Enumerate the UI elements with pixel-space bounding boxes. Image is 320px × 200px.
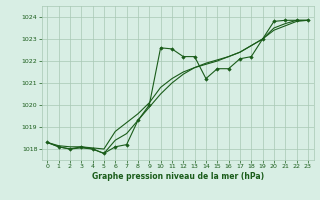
X-axis label: Graphe pression niveau de la mer (hPa): Graphe pression niveau de la mer (hPa) <box>92 172 264 181</box>
